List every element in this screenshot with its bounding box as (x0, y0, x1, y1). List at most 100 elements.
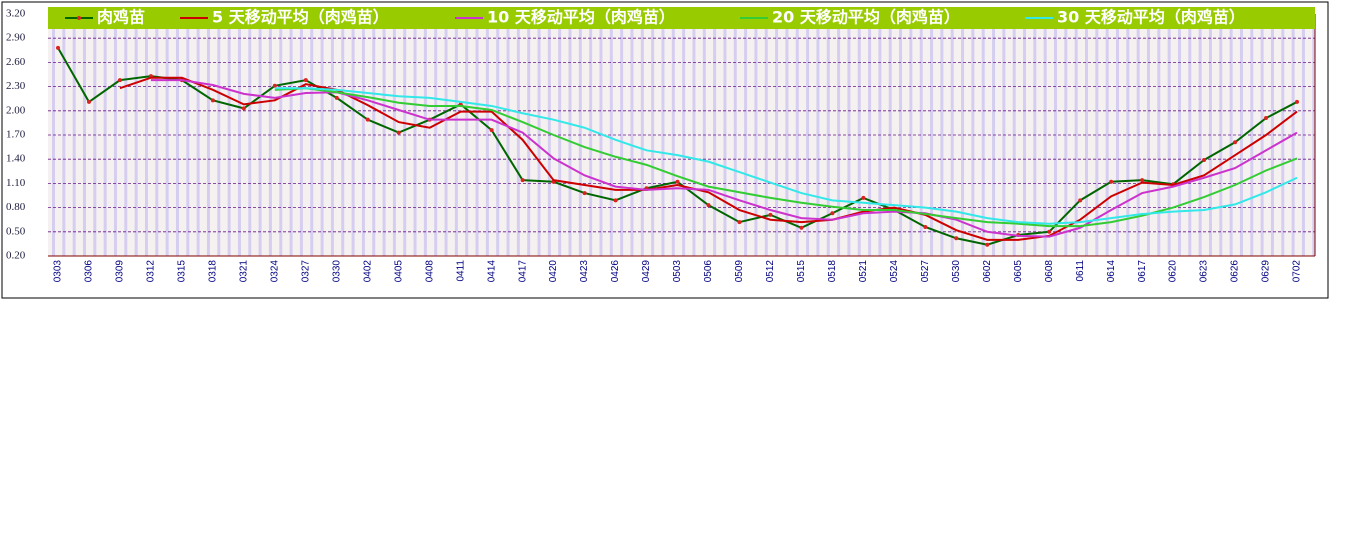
marker (923, 224, 928, 229)
marker (272, 83, 277, 88)
x-tick-label: 0512 (765, 260, 776, 283)
plot (56, 45, 1299, 247)
x-tick-label: 0417 (517, 260, 528, 283)
x-tick-label: 0503 (672, 260, 683, 283)
x-tick-label: 0702 (1292, 260, 1303, 283)
column (640, 14, 644, 256)
column (806, 14, 810, 256)
column (630, 14, 634, 256)
column (950, 14, 954, 256)
column (795, 14, 799, 256)
x-tick-label: 0309 (115, 260, 126, 283)
marker (1295, 99, 1299, 104)
marker (768, 212, 773, 217)
column (465, 14, 469, 256)
column (320, 14, 324, 256)
x-tick-label: 0330 (331, 260, 342, 283)
column (1239, 14, 1243, 256)
legend-label: 10 天移动平均（肉鸡苗） (487, 8, 675, 27)
marker (520, 178, 525, 183)
legend-label: 5 天移动平均（肉鸡苗） (212, 8, 389, 27)
marker (706, 203, 711, 208)
column (444, 14, 448, 256)
y-tick-label: 0.20 (6, 250, 26, 262)
x-tick-label: 0423 (579, 260, 590, 283)
marker (1264, 116, 1269, 121)
x-tick-label: 0312 (146, 260, 157, 283)
x-tick-label: 0518 (827, 260, 838, 283)
x-tick-label: 0527 (920, 260, 931, 283)
x-tick-label: 0306 (84, 260, 95, 283)
column (940, 14, 944, 256)
column (289, 14, 293, 256)
marker (1109, 179, 1114, 184)
y-tick-label: 3.20 (6, 8, 26, 20)
marker (1233, 140, 1238, 145)
column (971, 14, 975, 256)
marker (489, 128, 494, 133)
column (186, 14, 190, 256)
column (1105, 14, 1109, 256)
column (961, 14, 965, 256)
y-tick-label: 2.60 (6, 56, 26, 68)
x-tick-label: 0402 (362, 260, 373, 283)
column (475, 14, 479, 256)
column (310, 14, 314, 256)
x-tick-label: 0521 (858, 260, 869, 283)
x-tick-label: 0429 (641, 260, 652, 283)
x-tick-label: 0515 (796, 260, 807, 283)
legend-label: 20 天移动平均（肉鸡苗） (772, 8, 960, 27)
x-tick-label: 0315 (177, 260, 188, 283)
y-tick-label: 2.30 (6, 80, 26, 92)
y-tick-label: 0.50 (6, 225, 26, 237)
column (1270, 14, 1274, 256)
column (1281, 14, 1285, 256)
x-tick-label: 0602 (982, 260, 993, 283)
column (1250, 14, 1254, 256)
marker (365, 117, 370, 122)
x-tick-label: 0327 (300, 260, 311, 283)
column (919, 14, 923, 256)
y-tick-label: 1.70 (6, 129, 26, 141)
column (1074, 14, 1078, 256)
x-tick-label: 0524 (889, 260, 900, 283)
x-tick-label: 0617 (1137, 260, 1148, 283)
column (485, 14, 489, 256)
x-tick-label: 0614 (1106, 260, 1117, 283)
marker (1047, 229, 1052, 234)
x-tick-label: 0414 (486, 260, 497, 283)
x-tick-label: 0420 (548, 260, 559, 283)
column (1229, 14, 1233, 256)
marker (117, 78, 122, 83)
x-tick-label: 0324 (269, 260, 280, 283)
marker (396, 130, 401, 135)
column (661, 14, 665, 256)
legend-label: 30 天移动平均（肉鸡苗） (1057, 8, 1245, 27)
column (341, 14, 345, 256)
x-tick-label: 0605 (1013, 260, 1024, 283)
marker (954, 236, 959, 241)
column (155, 14, 159, 256)
column (454, 14, 458, 256)
column (651, 14, 655, 256)
x-tick-label: 0626 (1230, 260, 1241, 283)
marker (613, 198, 618, 203)
column (816, 14, 820, 256)
marker (582, 191, 587, 196)
x-tick-label: 0620 (1168, 260, 1179, 283)
series-line (274, 87, 1298, 225)
x-tick-label: 0506 (703, 260, 714, 283)
column (620, 14, 624, 256)
marker (675, 179, 680, 184)
x-tick-label: 0318 (208, 260, 219, 283)
marker (1078, 198, 1083, 203)
y-tick-label: 1.40 (6, 153, 26, 165)
marker (861, 195, 866, 200)
column (764, 14, 768, 256)
x-tick-label: 0411 (455, 260, 466, 282)
x-tick-label: 0405 (393, 260, 404, 283)
legend: 肉鸡苗 5 天移动平均（肉鸡苗） 10 天移动平均（肉鸡苗） 20 天移动平均（肉鸡苗… (65, 8, 1245, 27)
marker (210, 98, 215, 103)
x-tick-label: 0509 (734, 260, 745, 283)
